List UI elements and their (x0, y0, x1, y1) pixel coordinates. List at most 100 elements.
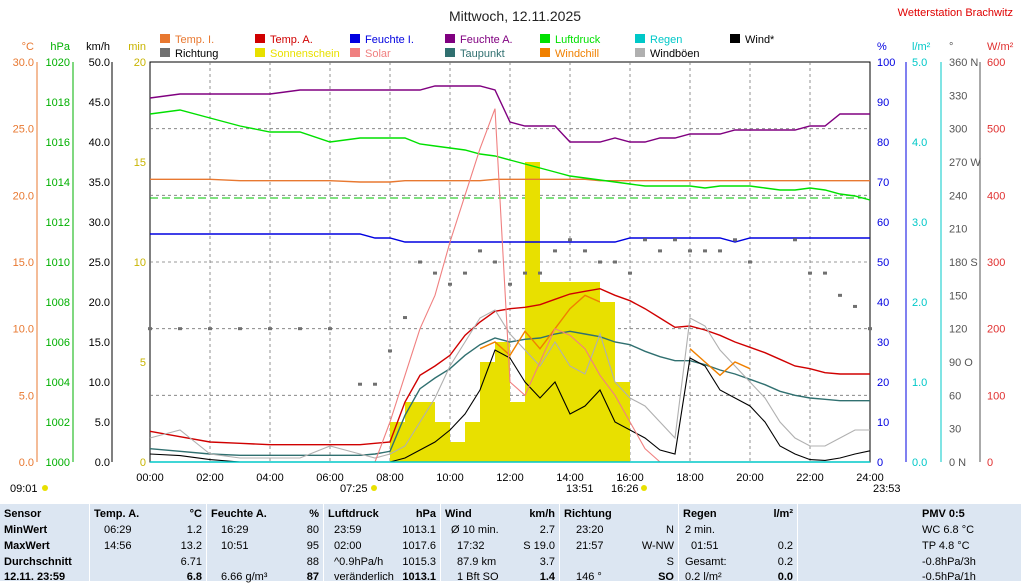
direction-max-value: W-NW (641, 540, 674, 552)
wind-tick: 10.0 (89, 377, 110, 389)
pmv-windchill: WC 6.8 °C (922, 524, 975, 536)
wind-tick: 30.0 (89, 217, 110, 229)
pressure-max-time: 02:00 (334, 540, 362, 552)
pressure-tick: 1020 (46, 57, 70, 69)
chart-title: Mittwoch, 12.11.2025 (449, 8, 581, 24)
wind-tick: 35.0 (89, 177, 110, 189)
temp-unit: °C (22, 41, 34, 53)
pressure-unit: hPa (415, 508, 436, 520)
temp-tick: 15.0 (13, 257, 34, 269)
direction-point (418, 260, 422, 264)
wind-tick: 0.0 (95, 457, 110, 469)
solar-tick: 500 (987, 124, 1005, 136)
direction-point (838, 293, 842, 297)
direction-tick: 360 N (949, 57, 978, 69)
direction-degrees: 146 ° (576, 571, 602, 583)
direction-header: Richtung (564, 508, 612, 520)
wind-tick: 40.0 (89, 137, 110, 149)
pressure-tick: 1000 (46, 457, 70, 469)
direction-point (748, 260, 752, 264)
temp-tick: 30.0 (13, 57, 34, 69)
temp-tick: 20.0 (13, 190, 34, 202)
sunshine-bar (405, 402, 420, 462)
direction-tick: 90 O (949, 357, 973, 369)
direction-point (178, 327, 182, 331)
sunshine-bar (555, 282, 570, 462)
temp-tick: 25.0 (13, 124, 34, 136)
direction-point (568, 238, 572, 242)
feuchte-i-line (150, 233, 870, 243)
direction-point (388, 349, 392, 353)
col-pressure: Luftdruck hPa 23:59 1013.1 02:00 1017.6 ^0.… (323, 504, 440, 583)
temp-max-time: 14:56 (104, 540, 132, 552)
weather-chart: Mittwoch, 12.11.2025 Wetterstation Brach… (10, 7, 1014, 495)
temp-a-line (149, 287, 870, 446)
sunshine-bar (450, 442, 465, 462)
pressure-tick: 1018 (46, 97, 70, 109)
direction-point (613, 260, 617, 264)
taupunkt-line (149, 330, 870, 456)
time-tick: 22:00 (796, 472, 824, 484)
col-humidity: Feuchte A.% 16:29 80 10:51 95 88 6.66 g/m³… (206, 504, 323, 583)
wind-tick: 20.0 (89, 297, 110, 309)
legend-swatch (160, 34, 170, 43)
row-label-current: 12.11. 23:59 (4, 571, 66, 583)
rain-header: Regen (683, 508, 717, 520)
rain-max-value: 0.2 (777, 540, 793, 552)
pressure-unit: hPa (50, 41, 70, 53)
legend-label: Richtung (175, 48, 218, 60)
sunshine-bar (525, 162, 540, 462)
temp-tick: 0.0 (19, 457, 34, 469)
humidity-tick: 0 (877, 457, 883, 469)
time-tick: 24:00 (856, 472, 884, 484)
pressure-tick: 1010 (46, 257, 70, 269)
wind-beaufort: 1 Bft SO (457, 571, 499, 583)
direction-tick: 300 (949, 124, 967, 136)
moonrise-icon (42, 485, 48, 491)
pressure-tick: 1004 (46, 377, 70, 389)
temp-header: Temp. A. (94, 508, 140, 520)
humidity-header: Feuchte A. (211, 508, 267, 520)
sun-unit: min (128, 41, 146, 53)
sun-tick: 15 (134, 157, 146, 169)
rain-tick: 4.0 (912, 137, 927, 149)
wind-tick: 45.0 (89, 97, 110, 109)
direction-tick: 150 (949, 290, 967, 302)
direction-point (598, 260, 602, 264)
direction-point (643, 238, 647, 242)
direction-point (628, 271, 632, 275)
pressure-tick: 1006 (46, 337, 70, 349)
legend-swatch (350, 48, 360, 57)
pressure-forecast: veränderlich (334, 571, 394, 583)
legend-label: Temp. I. (175, 34, 214, 46)
pmv-header: PMV 0:5 (922, 508, 965, 520)
luftdruck-line (149, 109, 871, 201)
humidity-tick: 100 (877, 57, 895, 69)
direction-point (463, 271, 467, 275)
humidity-unit: % (877, 41, 887, 53)
rain-tick: 3.0 (912, 217, 927, 229)
rain-tick: 0.0 (912, 457, 927, 469)
temp-tick: 10.0 (13, 324, 34, 336)
wind-max-time: 17:32 (457, 540, 485, 552)
pressure-min-value: 1013.1 (402, 524, 436, 536)
humidity-avg-value: 88 (306, 556, 319, 568)
humidity-tick: 80 (877, 137, 889, 149)
direction-unit: ° (949, 41, 953, 53)
x-axis: 00:00 02:00 04:00 06:00 08:00 10:00 12:00 14:00… (136, 472, 884, 484)
direction-tick: 270 W (949, 157, 981, 169)
direction-point (523, 271, 527, 275)
temp-avg-value: 6.71 (180, 556, 202, 568)
row-label-avg: Durchschnitt (4, 556, 72, 568)
direction-tick: 210 (949, 224, 967, 236)
direction-tick: 180 S (949, 257, 978, 269)
feuchte-a-line (149, 85, 870, 143)
temp-min-time: 06:29 (104, 524, 132, 536)
legend-label: Solar (365, 48, 391, 60)
humidity-tick: 10 (877, 417, 889, 429)
wind-header: Wind (445, 508, 472, 520)
legend-swatch (540, 48, 550, 57)
time-tick: 10:00 (436, 472, 464, 484)
wind-max-value: S 19.0 (523, 540, 555, 552)
time-tick: 02:00 (196, 472, 224, 484)
